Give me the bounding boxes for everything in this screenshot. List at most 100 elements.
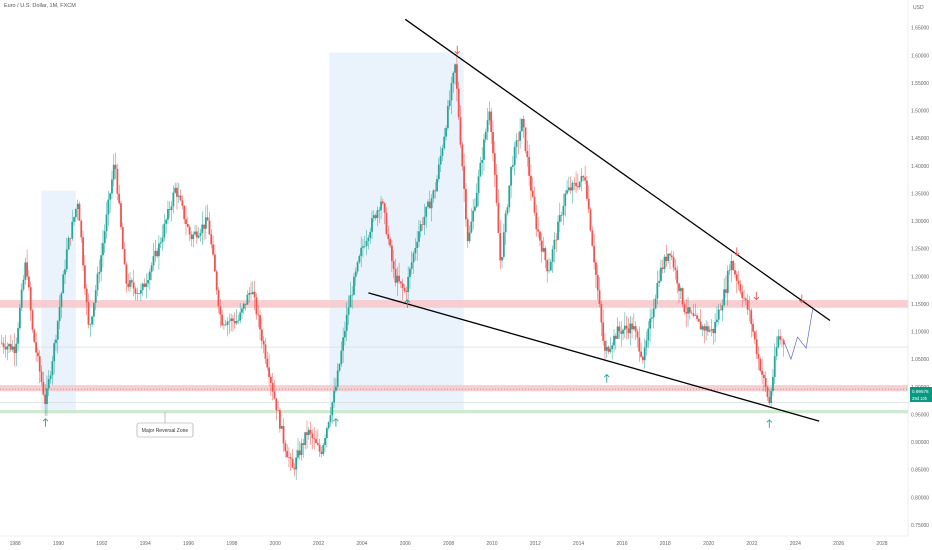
candle-body (598, 290, 601, 304)
candle-body (515, 140, 518, 147)
candle-body (728, 270, 731, 271)
x-tick-label: 1992 (96, 541, 107, 547)
candle-body (91, 316, 94, 325)
candle-body (259, 315, 261, 330)
candle-body (623, 325, 626, 330)
candle-body (755, 339, 758, 354)
y-tick-label: 1.15000 (911, 302, 929, 308)
candle-body (398, 275, 401, 282)
candle-body (573, 182, 576, 184)
candle-body (578, 181, 581, 188)
candle-body (51, 361, 54, 376)
candle-body (13, 346, 16, 354)
candle-body (37, 352, 39, 357)
candle-body (549, 261, 552, 271)
candle-body (253, 291, 256, 298)
x-tick-label: 2008 (443, 541, 454, 547)
up-arrow-icon (766, 419, 773, 428)
candle-body (154, 250, 157, 257)
candle-body (22, 279, 25, 290)
candle-body (159, 242, 162, 244)
candle-body (753, 331, 756, 340)
candle-body (560, 215, 563, 216)
candle-body (410, 262, 413, 269)
candle-body (44, 394, 47, 405)
candle-body (390, 245, 393, 262)
candle-body (349, 295, 352, 308)
candle-body (130, 280, 133, 283)
candle-body (112, 164, 115, 180)
candle-body (589, 209, 592, 231)
candle-body (331, 402, 334, 416)
candle-body (651, 317, 653, 319)
candle-body (316, 442, 319, 445)
last-price-value: 0.99578 (912, 389, 929, 394)
candle-body (94, 290, 97, 303)
candle-body (275, 398, 278, 411)
candle-body (143, 283, 146, 287)
candle-body (392, 261, 395, 269)
candle-body (649, 318, 652, 329)
candle-body (474, 206, 476, 211)
candle-body (64, 269, 66, 275)
candle-body (257, 314, 260, 316)
candle-body (83, 265, 86, 289)
candle-body (405, 290, 408, 292)
candle-body (264, 344, 267, 359)
candle-body (613, 335, 615, 346)
candle-body (300, 443, 303, 456)
background-layer (0, 52, 908, 414)
candle-body (587, 198, 590, 210)
candle-body (116, 169, 119, 194)
candle-body (428, 201, 431, 209)
candle-body (329, 415, 332, 423)
candle-body (535, 212, 538, 230)
candle-body (602, 322, 605, 341)
candle-body (676, 270, 679, 284)
candle-body (35, 342, 38, 353)
candle-body (450, 83, 453, 101)
candle-body (688, 307, 691, 313)
candle-body (24, 262, 27, 280)
candle-body (286, 451, 289, 458)
candle-body (508, 185, 511, 208)
trendline (368, 292, 820, 422)
candle-body (605, 346, 608, 351)
candle-body (71, 221, 74, 239)
candle-body (190, 234, 193, 240)
y-tick-label: 1.05000 (911, 357, 929, 363)
candle-body (80, 220, 83, 238)
candle-body (282, 425, 285, 444)
candle-body (634, 326, 637, 332)
candle-body (564, 193, 567, 206)
candle-body (716, 319, 718, 323)
candle-body (772, 376, 774, 392)
candle-body (342, 337, 345, 351)
candle-body (18, 307, 21, 329)
candle-body (293, 467, 296, 470)
candle-body (459, 117, 462, 145)
candle-body (42, 382, 45, 395)
candle-body (230, 318, 233, 321)
y-tick-label: 1.50000 (911, 109, 929, 115)
candle-body (661, 267, 664, 269)
candle-body (262, 340, 265, 345)
candle-body (504, 213, 507, 233)
candle-body (627, 328, 630, 334)
candle-body (58, 307, 61, 322)
candle-body (600, 303, 603, 323)
candle-body (315, 439, 317, 443)
y-tick-label: 1.45000 (911, 136, 929, 142)
x-tick-label: 2014 (573, 541, 584, 547)
candle-body (165, 219, 168, 224)
candle-body (636, 331, 639, 338)
candle-body (250, 292, 252, 294)
candle-body (732, 260, 735, 271)
candle-body (181, 200, 184, 206)
candle-body (241, 308, 243, 313)
candle-body (161, 237, 164, 243)
y-tick-label: 0.85000 (911, 468, 929, 474)
candle-body (318, 444, 321, 452)
candle-body (385, 212, 388, 235)
